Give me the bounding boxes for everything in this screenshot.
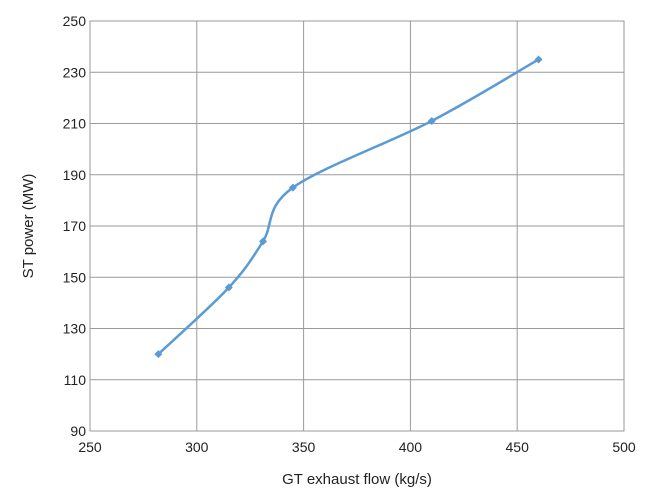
y-tick-label: 250 [63, 13, 87, 29]
y-tick-label: 170 [63, 218, 87, 234]
y-tick-label: 210 [63, 116, 87, 132]
data-point-marker [534, 55, 543, 64]
y-tick-label: 90 [70, 423, 86, 439]
y-tick-label: 150 [63, 269, 87, 285]
data-point-marker [224, 283, 233, 292]
series-layer [154, 55, 543, 359]
data-point-marker [427, 116, 436, 125]
x-axis-ticks: 250 300 350 400 450 500 [78, 439, 636, 455]
y-tick-label: 130 [63, 321, 87, 337]
x-tick-label: 400 [399, 439, 423, 455]
plot-area-frame [89, 20, 625, 432]
x-tick-label: 300 [185, 439, 209, 455]
data-point-marker [259, 237, 268, 246]
y-tick-label: 110 [64, 372, 87, 388]
x-tick-label: 500 [612, 439, 636, 455]
y-axis-ticks: 90 110 130 150 170 190 210 230 250 [63, 13, 87, 439]
data-point-marker [154, 350, 163, 359]
x-tick-label: 350 [292, 439, 316, 455]
y-axis-title: ST power (MW) [20, 174, 37, 279]
y-tick-label: 230 [63, 64, 87, 80]
x-tick-label: 250 [78, 439, 102, 455]
grid [89, 20, 625, 432]
x-tick-label: 450 [506, 439, 530, 455]
series-line [157, 58, 540, 356]
y-tick-label: 190 [63, 167, 87, 183]
x-axis-title: GT exhaust flow (kg/s) [282, 471, 432, 488]
data-point-marker [288, 183, 297, 192]
